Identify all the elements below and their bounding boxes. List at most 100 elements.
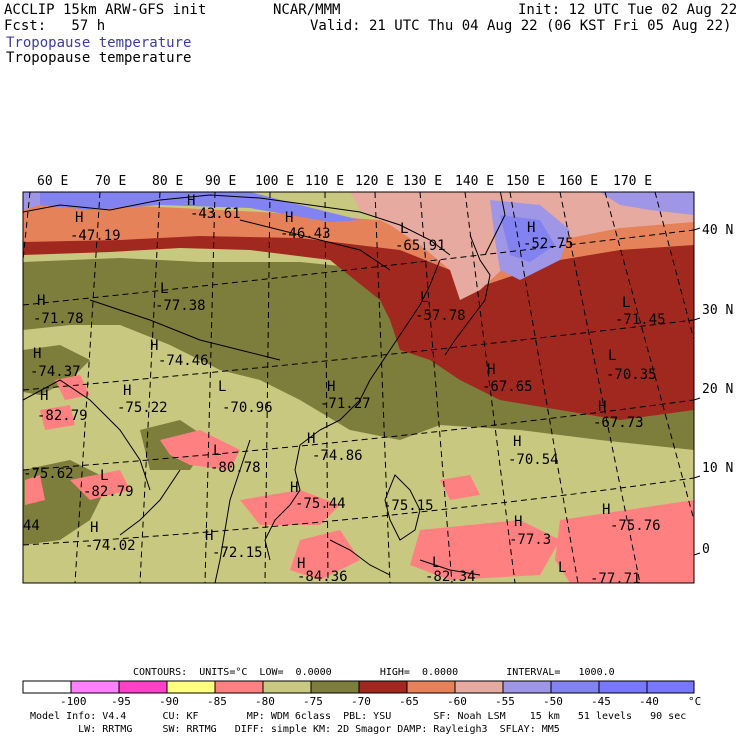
- high-marker: H: [123, 383, 131, 399]
- high-marker: H: [75, 210, 83, 226]
- colorbar-swatch: [358, 680, 408, 694]
- low-marker: L: [213, 443, 221, 459]
- colorbar-tick: -70: [351, 695, 371, 708]
- init-time: Init: 12 UTC Tue 02 Aug 22: [518, 2, 738, 18]
- lon-label: 80 E: [152, 174, 183, 189]
- colorbar-swatch: [406, 680, 456, 694]
- colorbar-tick: -40: [639, 695, 659, 708]
- high-value: -71.27: [320, 396, 371, 412]
- low-marker: L: [218, 379, 226, 395]
- low-value: -70.96: [222, 400, 273, 416]
- lat-label: 40 N: [702, 223, 733, 238]
- high-marker: H: [527, 220, 535, 236]
- low-marker: L: [432, 555, 440, 571]
- high-value: -74.46: [158, 353, 209, 369]
- colorbar-swatch: [646, 680, 695, 694]
- colorbar-tick: -60: [447, 695, 467, 708]
- low-marker: L: [608, 348, 616, 364]
- colorbar-tick: -65: [399, 695, 419, 708]
- colorbar-swatch: [214, 680, 264, 694]
- low-value: -77.71: [590, 571, 641, 587]
- lon-label: 160 E: [559, 174, 598, 189]
- high-value: -70.54: [508, 452, 559, 468]
- high-marker: H: [40, 388, 48, 404]
- high-marker: H: [187, 193, 195, 209]
- lon-label: 170 E: [613, 174, 652, 189]
- high-value: -75.76: [610, 518, 661, 534]
- high-value: -75.22: [117, 400, 168, 416]
- field-label-2: Tropopause temperature: [6, 50, 192, 66]
- high-value: -74.02: [85, 538, 136, 554]
- low-value: -75.15: [383, 498, 434, 514]
- valid-time: Valid: 21 UTC Thu 04 Aug 22 (06 KST Fri …: [310, 18, 732, 34]
- colorbar-swatch: [166, 680, 216, 694]
- low-marker: L: [400, 221, 408, 237]
- high-marker: H: [290, 480, 298, 496]
- high-value: -43.61: [190, 206, 241, 222]
- contour-info: CONTOURS: UNITS=°C LOW= 0.0000 HIGH= 0.0…: [133, 667, 615, 678]
- temperature-field: [23, 192, 694, 583]
- high-marker: H: [514, 514, 522, 530]
- high-marker: H: [205, 528, 213, 544]
- colorbar-tick: -75: [303, 695, 323, 708]
- high-marker: H: [150, 338, 158, 354]
- colorbar-tick: -55: [495, 695, 515, 708]
- high-marker: H: [307, 431, 315, 447]
- center-name: NCAR/MMM: [273, 2, 341, 18]
- high-value: -82.79: [37, 408, 88, 424]
- low-value: -82.34: [425, 569, 476, 585]
- colorbar-tick: -45: [591, 695, 611, 708]
- footer-model-info: Model Info: V4.4 CU: KF MP: WDM 6class P…: [30, 711, 687, 722]
- lon-label: 130 E: [403, 174, 442, 189]
- model-title: ACCLIP 15km ARW-GFS init: [4, 2, 207, 18]
- high-value: -71.78: [33, 311, 84, 327]
- coastlines: [23, 192, 506, 583]
- colorbar-tick: -95: [111, 695, 131, 708]
- high-marker: H: [90, 520, 98, 536]
- edge-number: 44: [23, 518, 40, 534]
- low-value: -65.91: [395, 238, 446, 254]
- high-value: -47.19: [70, 228, 121, 244]
- high-marker: H: [602, 502, 610, 518]
- high-value: -77.3: [509, 532, 551, 548]
- low-value: -77.38: [155, 298, 206, 314]
- high-value: -52.75: [523, 236, 574, 252]
- forecast-hour: Fcst: 57 h: [4, 18, 106, 34]
- lat-label: 30 N: [702, 303, 733, 318]
- colorbar-ticks: -100 -95 -90 -85 -80 -75 -70 -65 -60 -55…: [60, 695, 701, 708]
- lon-label: 120 E: [355, 174, 394, 189]
- high-value: -67.65: [482, 379, 533, 395]
- high-marker: H: [37, 293, 45, 309]
- low-value: -70.35: [606, 367, 657, 383]
- high-value: -72.15: [212, 545, 263, 561]
- lon-label: 70 E: [95, 174, 126, 189]
- colorbar-tick: -80: [255, 695, 275, 708]
- colorbar-tick: -100: [60, 695, 87, 708]
- footer-physics-info: LW: RRTMG SW: RRTMG DIFF: simple KM: 2D …: [30, 724, 560, 735]
- colorbar-tick: -85: [207, 695, 227, 708]
- pressure-centers: H -47.19 H -43.61 H -46.43 H -71.78 H -7…: [23, 193, 666, 587]
- frame-ticks: [693, 227, 701, 556]
- field-label-1: Tropopause temperature: [6, 35, 192, 51]
- high-marker: H: [513, 434, 521, 450]
- low-value: -82.79: [83, 484, 134, 500]
- low-marker: L: [558, 560, 566, 576]
- low-marker: L: [420, 290, 428, 306]
- high-marker: H: [33, 346, 41, 362]
- colorbar-swatch: [22, 680, 72, 694]
- colorbar-swatch: [502, 680, 552, 694]
- lat-label: 0: [702, 542, 710, 557]
- low-marker: L: [622, 295, 630, 311]
- colorbar-swatch: [310, 680, 360, 694]
- low-value: -57.78: [415, 308, 466, 324]
- high-value: -84.36: [297, 569, 348, 585]
- colorbar: [22, 680, 695, 694]
- lat-label: 20 N: [702, 382, 733, 397]
- low-value: -71.45: [615, 312, 666, 328]
- lon-label: 60 E: [37, 174, 68, 189]
- lon-label: 100 E: [255, 174, 294, 189]
- high-value: -74.37: [30, 364, 81, 380]
- lon-label: 150 E: [506, 174, 545, 189]
- colorbar-tick: -50: [543, 695, 563, 708]
